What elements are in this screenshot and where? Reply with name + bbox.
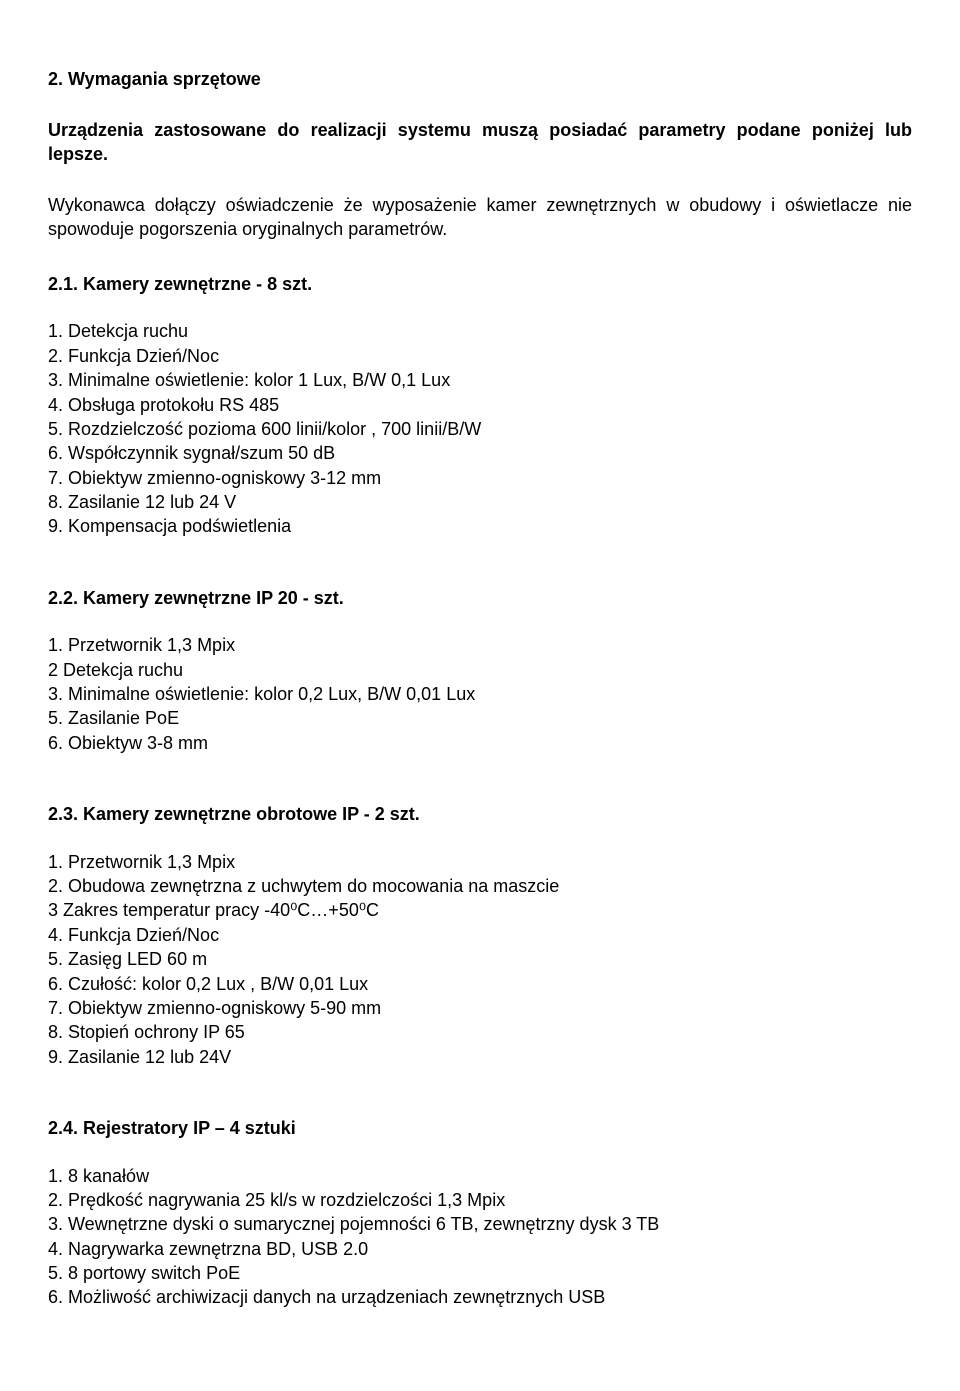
list-item: 1. Przetwornik 1,3 Mpix	[48, 634, 912, 657]
list-item: 2. Obudowa zewnętrzna z uchwytem do moco…	[48, 875, 912, 898]
list-item: 1. Przetwornik 1,3 Mpix	[48, 851, 912, 874]
list-item: 3. Wewnętrzne dyski o sumarycznej pojemn…	[48, 1213, 912, 1236]
list-item: 5. Zasilanie PoE	[48, 707, 912, 730]
list-item: 9. Kompensacja podświetlenia	[48, 515, 912, 538]
page-heading: 2. Wymagania sprzętowe	[48, 68, 912, 91]
list-item: 2. Prędkość nagrywania 25 kl/s w rozdzie…	[48, 1189, 912, 1212]
list-item: 6. Obiektyw 3-8 mm	[48, 732, 912, 755]
list-item: 9. Zasilanie 12 lub 24V	[48, 1046, 912, 1069]
list-item: 2. Funkcja Dzień/Noc	[48, 345, 912, 368]
section-2-3-title: 2.3. Kamery zewnętrzne obrotowe IP - 2 s…	[48, 803, 912, 826]
list-item: 8. Stopień ochrony IP 65	[48, 1021, 912, 1044]
list-item: 3 Zakres temperatur pracy -40⁰C…+50⁰C	[48, 899, 912, 922]
list-item: 5. Zasięg LED 60 m	[48, 948, 912, 971]
section-2-2-title: 2.2. Kamery zewnętrzne IP 20 - szt.	[48, 587, 912, 610]
list-item: 6. Współczynnik sygnał/szum 50 dB	[48, 442, 912, 465]
list-item: 5. 8 portowy switch PoE	[48, 1262, 912, 1285]
list-item: 2 Detekcja ruchu	[48, 659, 912, 682]
list-item: 1. Detekcja ruchu	[48, 320, 912, 343]
list-item: 7. Obiektyw zmienno-ogniskowy 5-90 mm	[48, 997, 912, 1020]
intro-paragraph: Urządzenia zastosowane do realizacji sys…	[48, 119, 912, 166]
list-item: 3. Minimalne oświetlenie: kolor 0,2 Lux,…	[48, 683, 912, 706]
list-item: 5. Rozdzielczość pozioma 600 linii/kolor…	[48, 418, 912, 441]
second-paragraph: Wykonawca dołączy oświadczenie że wyposa…	[48, 194, 912, 241]
list-item: 7. Obiektyw zmienno-ogniskowy 3-12 mm	[48, 467, 912, 490]
list-item: 4. Funkcja Dzień/Noc	[48, 924, 912, 947]
section-2-4-title: 2.4. Rejestratory IP – 4 sztuki	[48, 1117, 912, 1140]
list-item: 4. Obsługa protokołu RS 485	[48, 394, 912, 417]
section-2-1-title: 2.1. Kamery zewnętrzne - 8 szt.	[48, 273, 912, 296]
list-item: 6. Czułość: kolor 0,2 Lux , B/W 0,01 Lux	[48, 973, 912, 996]
section-2-1-list: 1. Detekcja ruchu 2. Funkcja Dzień/Noc 3…	[48, 320, 912, 539]
section-2-2-list: 1. Przetwornik 1,3 Mpix 2 Detekcja ruchu…	[48, 634, 912, 755]
list-item: 8. Zasilanie 12 lub 24 V	[48, 491, 912, 514]
list-item: 3. Minimalne oświetlenie: kolor 1 Lux, B…	[48, 369, 912, 392]
list-item: 1. 8 kanałów	[48, 1165, 912, 1188]
list-item: 4. Nagrywarka zewnętrzna BD, USB 2.0	[48, 1238, 912, 1261]
list-item: 6. Możliwość archiwizacji danych na urzą…	[48, 1286, 912, 1309]
section-2-4-list: 1. 8 kanałów 2. Prędkość nagrywania 25 k…	[48, 1165, 912, 1310]
section-2-3-list: 1. Przetwornik 1,3 Mpix 2. Obudowa zewnę…	[48, 851, 912, 1070]
